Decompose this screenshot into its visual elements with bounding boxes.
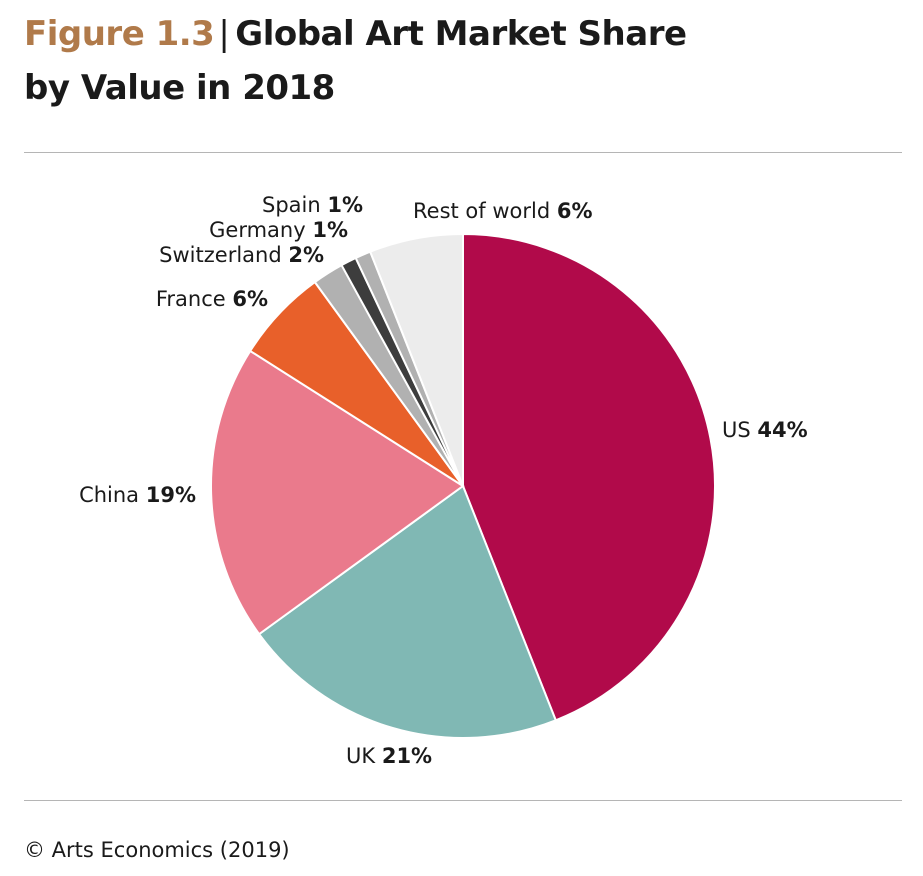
slice-label-spain: Spain 1% bbox=[262, 193, 363, 217]
pie-slice-china bbox=[210, 349, 465, 636]
slice-label-uk: UK 21% bbox=[346, 744, 432, 768]
slice-label-us: US 44% bbox=[722, 418, 808, 442]
title-separator: | bbox=[218, 14, 230, 54]
source-credit: © Arts Economics (2019) bbox=[24, 838, 290, 862]
slice-label-rest-of-world: Rest of world 6% bbox=[413, 199, 593, 223]
figure-number: Figure 1.3 bbox=[24, 14, 215, 54]
pie-slice-rest-of-world bbox=[368, 232, 464, 487]
title-line-1: Figure 1.3 | Global Art Market Share bbox=[24, 10, 687, 58]
slice-label-germany: Germany 1% bbox=[209, 218, 348, 242]
pie-chart: US 44% UK 21% China 19% France 6% Switzerlan… bbox=[79, 193, 808, 768]
slice-label-switzerland: Switzerland 2% bbox=[159, 243, 324, 267]
title-text-1: Global Art Market Share bbox=[235, 14, 687, 54]
bottom-divider bbox=[24, 800, 902, 801]
slice-label-china: China 19% bbox=[79, 483, 196, 507]
top-divider bbox=[24, 152, 902, 153]
pie-slice-uk bbox=[257, 484, 558, 739]
pie-slice-us bbox=[462, 232, 716, 722]
slice-label-france: France 6% bbox=[156, 287, 268, 311]
title-line-2: by Value in 2018 bbox=[24, 68, 335, 108]
chart-title: Figure 1.3 | Global Art Market Share by Va… bbox=[24, 10, 687, 112]
